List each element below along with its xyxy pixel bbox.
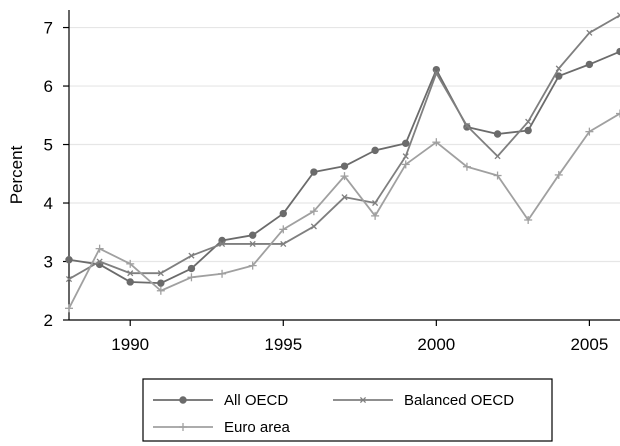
y-tick-label: 4 (44, 194, 53, 213)
data-point-euro-area (218, 269, 227, 278)
data-point-balanced-oecd (280, 240, 287, 248)
data-point-euro-area (187, 273, 196, 282)
data-point-all-oecd (555, 72, 563, 80)
legend-label: All OECD (224, 392, 288, 409)
data-point-all-oecd (432, 65, 441, 74)
data-point-all-oecd (493, 130, 502, 138)
data-point-euro-area (493, 171, 502, 180)
data-point-balanced-oecd (402, 153, 409, 160)
gridlines (69, 26, 620, 263)
y-tick-label: 3 (44, 253, 53, 272)
legend-item-euro-area: Euro area (153, 419, 291, 436)
data-point-euro-area (156, 286, 165, 295)
y-axis-title: Percent (7, 145, 26, 204)
data-point-all-oecd (248, 231, 257, 239)
data-point-euro-area (401, 160, 410, 169)
data-point-all-oecd (402, 139, 410, 148)
data-point-all-oecd (218, 236, 226, 245)
series-line-euro-area (68, 112, 620, 309)
data-point-all-oecd (187, 264, 196, 273)
data-point-euro-area (524, 215, 533, 224)
series-all-oecd (65, 47, 620, 287)
data-point-balanced-oecd (188, 252, 195, 259)
data-point-all-oecd (310, 168, 318, 176)
series-balanced-oecd (65, 12, 620, 283)
series-line-balanced-oecd (68, 14, 620, 280)
data-point-euro-area (432, 138, 441, 147)
legend-marker (179, 423, 187, 431)
data-point-balanced-oecd (341, 194, 348, 201)
data-point-balanced-oecd (463, 122, 471, 129)
data-point-balanced-oecd (127, 270, 134, 277)
x-ticks: 1990 1995 2000 2005 (111, 320, 608, 354)
data-point-balanced-oecd (616, 12, 620, 19)
y-ticks: 2 3 4 5 6 7 (44, 19, 69, 330)
data-point-euro-area (554, 170, 563, 179)
data-point-balanced-oecd (310, 223, 317, 230)
data-point-balanced-oecd (494, 153, 501, 160)
legend-item-all-oecd: All OECD (153, 392, 288, 409)
data-point-euro-area (126, 259, 135, 268)
data-point-all-oecd (279, 209, 287, 218)
data-point-euro-area (309, 207, 318, 216)
data-point-euro-area (340, 172, 349, 181)
data-point-all-oecd (371, 146, 379, 155)
data-point-balanced-oecd (249, 240, 256, 248)
data-point-all-oecd (524, 126, 532, 135)
x-tick-label: 1990 (111, 335, 149, 354)
y-tick-label: 7 (44, 19, 53, 38)
data-point-balanced-oecd (433, 70, 440, 77)
x-tick-label: 2005 (570, 335, 608, 354)
axes (68, 10, 620, 321)
data-point-euro-area (371, 211, 380, 220)
legend-label: Euro area (224, 419, 291, 436)
data-point-balanced-oecd (586, 29, 593, 36)
series-layer (65, 12, 620, 313)
legend-label: Balanced OECD (404, 392, 514, 409)
data-point-euro-area (248, 261, 257, 270)
data-point-euro-area (462, 162, 471, 171)
series-euro-area (65, 109, 620, 313)
data-point-all-oecd (126, 278, 134, 286)
data-point-euro-area (65, 304, 73, 313)
x-tick-label: 2000 (417, 335, 455, 354)
legend-box (142, 378, 553, 442)
data-point-balanced-oecd (157, 270, 164, 277)
data-point-all-oecd (585, 60, 594, 69)
data-point-euro-area (616, 109, 620, 118)
data-point-euro-area (95, 244, 104, 253)
data-point-balanced-oecd (65, 275, 73, 283)
data-point-balanced-oecd (372, 199, 379, 207)
data-point-balanced-oecd (555, 65, 562, 72)
legend-marker (359, 396, 367, 404)
y-tick-label: 6 (44, 77, 53, 96)
y-tick-label: 2 (44, 311, 53, 330)
y-tick-label: 5 (44, 136, 53, 155)
data-point-balanced-oecd (525, 118, 532, 125)
data-point-balanced-oecd (96, 258, 103, 265)
data-point-all-oecd (65, 256, 73, 264)
data-point-all-oecd (157, 279, 165, 287)
legend-marker (179, 396, 187, 404)
data-point-euro-area (585, 127, 594, 136)
x-tick-label: 1995 (264, 335, 302, 354)
data-point-euro-area (279, 225, 288, 234)
data-point-balanced-oecd (218, 240, 226, 248)
legend-item-balanced-oecd: Balanced OECD (333, 392, 514, 409)
legend: All OECD Balanced OECD Euro area (142, 378, 553, 442)
data-point-all-oecd (340, 162, 349, 170)
